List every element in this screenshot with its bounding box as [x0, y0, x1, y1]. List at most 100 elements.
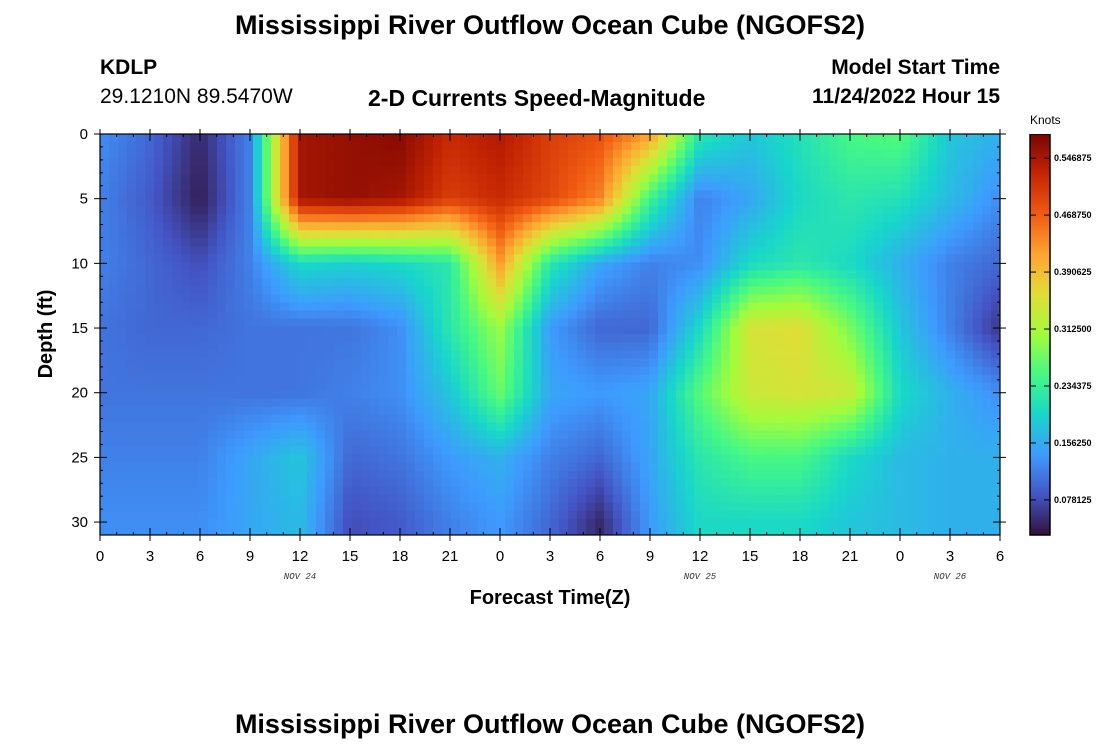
heat-cell: [154, 470, 164, 480]
heat-cell: [766, 350, 776, 360]
heat-cell: [271, 206, 281, 215]
heat-cell: [397, 486, 407, 496]
heat-cell: [649, 166, 659, 175]
heat-cell: [721, 334, 731, 344]
heat-cell: [217, 470, 227, 480]
heat-cell: [199, 342, 209, 352]
heat-cell: [550, 230, 560, 239]
heat-cell: [442, 334, 452, 344]
heat-cell: [433, 342, 443, 352]
heat-cell: [244, 518, 254, 528]
heat-cell: [433, 374, 443, 384]
heat-cell: [271, 414, 281, 424]
heat-cell: [694, 374, 704, 384]
heat-cell: [388, 382, 398, 392]
heat-cell: [874, 254, 884, 263]
heat-cell: [424, 302, 434, 312]
heat-cell: [271, 446, 281, 456]
heat-cell: [703, 518, 713, 528]
heat-cell: [982, 134, 992, 143]
heat-cell: [586, 454, 596, 464]
heat-cell: [190, 294, 200, 304]
heat-cell: [586, 366, 596, 376]
heat-cell: [685, 486, 695, 496]
heat-cell: [982, 278, 992, 287]
heat-cell: [874, 518, 884, 528]
heat-cell: [442, 454, 452, 464]
heat-cell: [190, 286, 200, 295]
heat-cell: [910, 382, 920, 392]
heat-cell: [505, 174, 515, 183]
heat-cell: [964, 254, 974, 263]
heat-cell: [487, 166, 497, 175]
heat-cell: [487, 174, 497, 183]
heat-cell: [595, 470, 605, 480]
heat-cell: [505, 238, 515, 247]
heat-cell: [235, 502, 245, 512]
heat-cell: [991, 326, 1000, 336]
heat-cell: [325, 382, 335, 392]
heat-cell: [874, 398, 884, 408]
heat-cell: [622, 406, 632, 416]
heat-cell: [253, 222, 263, 231]
heat-cell: [802, 166, 812, 175]
heat-cell: [613, 350, 623, 360]
heat-cell: [334, 158, 344, 167]
heat-cell: [271, 222, 281, 231]
heat-cell: [226, 174, 236, 183]
heat-cell: [802, 494, 812, 504]
heat-cell: [640, 198, 650, 207]
heat-cell: [190, 158, 200, 167]
heat-cell: [559, 366, 569, 376]
heat-cell: [739, 454, 749, 464]
heat-cell: [280, 398, 290, 408]
heat-cell: [442, 486, 452, 496]
heat-cell: [730, 270, 740, 279]
heat-cell: [514, 494, 524, 504]
heat-cell: [667, 406, 677, 416]
heat-cell: [847, 414, 857, 424]
heat-cell: [523, 366, 533, 376]
heat-cell: [352, 142, 362, 151]
heat-cell: [856, 142, 866, 151]
heat-cell: [199, 174, 209, 183]
heat-cell: [937, 134, 947, 143]
heat-cell: [397, 166, 407, 175]
heat-cell: [127, 294, 137, 304]
heat-cell: [856, 350, 866, 360]
heat-cell: [559, 278, 569, 287]
heat-cell: [280, 222, 290, 231]
heat-cell: [460, 366, 470, 376]
heat-cell: [397, 510, 407, 520]
heat-cell: [811, 158, 821, 167]
heat-cell: [298, 190, 308, 199]
heat-cell: [568, 334, 578, 344]
heat-cell: [901, 438, 911, 448]
heat-cell: [910, 206, 920, 215]
heat-cell: [478, 470, 488, 480]
heat-cell: [829, 430, 839, 440]
heat-cell: [307, 294, 317, 304]
heat-cell: [730, 358, 740, 368]
heat-cell: [352, 206, 362, 215]
heat-cell: [379, 390, 389, 400]
heat-cell: [676, 526, 686, 535]
heat-cell: [775, 318, 785, 328]
heat-cell: [757, 350, 767, 360]
heat-cell: [712, 390, 722, 400]
heat-cell: [946, 414, 956, 424]
heat-cell: [217, 366, 227, 376]
heat-cell: [829, 438, 839, 448]
heat-cell: [523, 206, 533, 215]
heat-cell: [442, 470, 452, 480]
heat-cell: [640, 494, 650, 504]
heat-cell: [883, 270, 893, 279]
heat-cell: [244, 374, 254, 384]
heat-cell: [118, 230, 128, 239]
heat-cell: [514, 310, 524, 320]
heat-cell: [658, 262, 668, 271]
heat-cell: [973, 262, 983, 271]
heat-cell: [289, 398, 299, 408]
heat-cell: [820, 262, 830, 271]
heat-cell: [622, 302, 632, 312]
